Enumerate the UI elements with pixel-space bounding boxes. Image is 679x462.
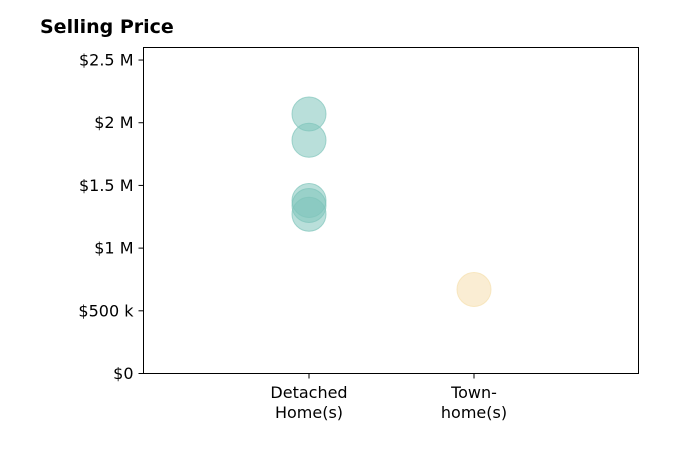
x-tick-label-1: Town-home(s) [441, 383, 507, 422]
y-tick-label-4: $2 M [94, 113, 133, 132]
y-tick-label-1: $500 k [78, 301, 134, 320]
y-tick-label-0: $0 [113, 364, 133, 383]
y-tick-label-2: $1 M [94, 239, 133, 258]
x-tick-label-0: Detached Home(s) [270, 383, 347, 422]
y-tick-label-3: $1.5 M [79, 176, 134, 195]
data-point-5 [456, 271, 492, 307]
data-point-4 [291, 196, 327, 232]
data-point-1 [291, 122, 327, 158]
x-axis: Detached Home(s) Town-home(s) [270, 373, 507, 422]
points-layer [291, 96, 492, 307]
y-tick-label-5: $2.5 M [79, 51, 134, 70]
y-axis: $0 $500 k $1 M $1.5 M $2 M $2.5 M [78, 51, 144, 383]
plot-frame [143, 47, 639, 374]
chart-title: Selling Price [40, 16, 174, 38]
